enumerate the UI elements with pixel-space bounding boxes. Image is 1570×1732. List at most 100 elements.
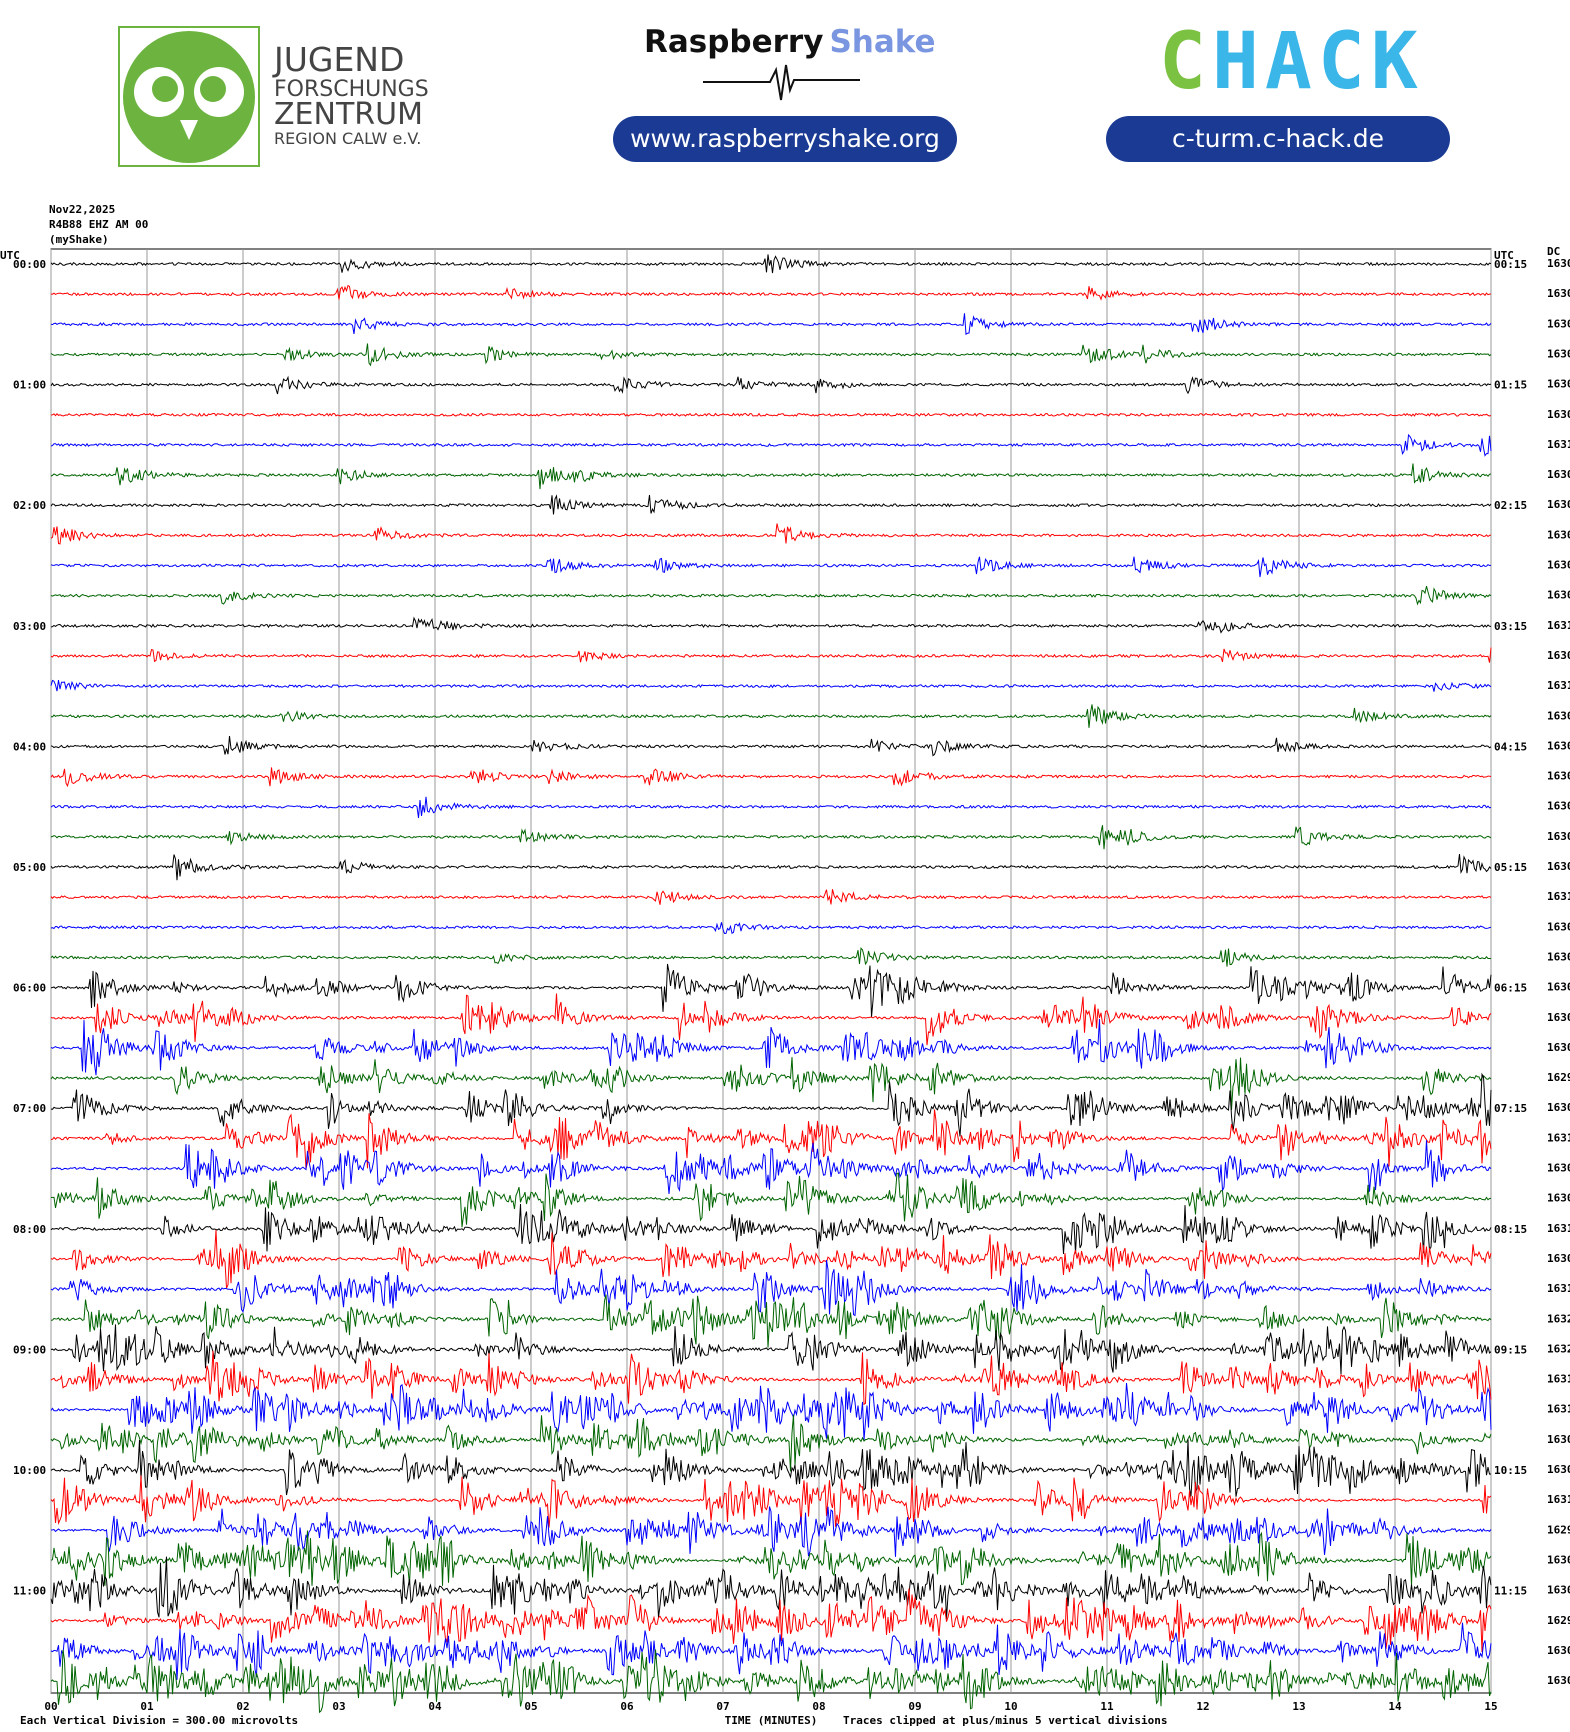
trace bbox=[50, 433, 1492, 457]
url-pill bbox=[613, 116, 957, 162]
x-tick-label: 01 bbox=[140, 1700, 154, 1713]
trace bbox=[50, 1530, 1492, 1587]
dc-value: 16301 bbox=[1547, 1101, 1570, 1114]
trace bbox=[50, 1172, 1492, 1228]
dc-value: 16310 bbox=[1547, 619, 1570, 632]
dc-value: 16311 bbox=[1547, 1222, 1570, 1235]
row-label: 02:15 bbox=[1494, 499, 1527, 512]
trace bbox=[50, 1229, 1492, 1289]
trace bbox=[50, 284, 1492, 301]
url: c-turm.c-hack.de bbox=[1172, 124, 1384, 153]
dc-value: 16309 bbox=[1547, 317, 1570, 330]
trace bbox=[50, 494, 1492, 515]
row-label: 03:15 bbox=[1494, 620, 1527, 633]
trace bbox=[50, 647, 1492, 663]
row-label: 07:00 bbox=[13, 1102, 46, 1115]
dc-value: 16310 bbox=[1547, 1282, 1570, 1295]
logo-text: ZENTRUM bbox=[274, 97, 423, 132]
trace bbox=[50, 767, 1492, 788]
row-label: 05:15 bbox=[1494, 861, 1527, 874]
axis-title: UTC bbox=[1494, 249, 1514, 262]
dc-value: 16309 bbox=[1547, 739, 1570, 752]
dc-value: 16305 bbox=[1547, 860, 1570, 873]
row-label: 11:00 bbox=[13, 1585, 46, 1598]
trace bbox=[50, 1382, 1492, 1441]
trace bbox=[50, 523, 1492, 545]
trace bbox=[50, 1439, 1492, 1497]
x-tick-label: 03 bbox=[332, 1700, 345, 1713]
x-tick-label: 11 bbox=[1100, 1700, 1114, 1713]
dc-value: 16303 bbox=[1547, 950, 1570, 963]
trace bbox=[50, 463, 1492, 490]
dc-value: 16306 bbox=[1547, 378, 1570, 391]
dc-value: 16309 bbox=[1547, 1011, 1570, 1024]
row-label: 11:15 bbox=[1494, 1585, 1527, 1598]
logo-word: Shake bbox=[829, 24, 935, 60]
logo-left bbox=[118, 26, 260, 167]
x-tick-label: 08 bbox=[812, 1700, 825, 1713]
logo-word: C bbox=[1159, 17, 1212, 107]
x-tick-label: 10 bbox=[1004, 1700, 1017, 1713]
plot-frame bbox=[50, 248, 1492, 1694]
trace bbox=[50, 375, 1492, 395]
dc-value: 16308 bbox=[1547, 709, 1570, 722]
dc-value: 16308 bbox=[1547, 257, 1570, 270]
trace bbox=[50, 963, 1492, 1018]
trace bbox=[50, 922, 1492, 935]
dc-value: 16306 bbox=[1547, 649, 1570, 662]
axis-title: UTC bbox=[0, 249, 20, 262]
dc-value: 16308 bbox=[1547, 800, 1570, 813]
date: Nov22,2025 bbox=[49, 203, 115, 216]
dc-value: 16309 bbox=[1547, 408, 1570, 421]
logo-word: HACK bbox=[1212, 17, 1424, 107]
url-pill bbox=[1106, 116, 1450, 162]
row-label: 00:00 bbox=[13, 258, 46, 271]
dc-value: 16307 bbox=[1547, 1584, 1570, 1597]
dc-value: 16307 bbox=[1547, 559, 1570, 572]
dc-value: 16313 bbox=[1547, 1131, 1570, 1144]
trace bbox=[50, 1057, 1492, 1111]
dc-value: 16308 bbox=[1547, 770, 1570, 783]
station: R4B88 EHZ AM 00 bbox=[49, 218, 148, 231]
x-tick-label: 09 bbox=[908, 1700, 921, 1713]
dc-value: 16299 bbox=[1547, 1614, 1570, 1627]
trace bbox=[50, 1649, 1492, 1714]
row-label: 04:00 bbox=[13, 740, 46, 753]
x-tick-label: 12 bbox=[1196, 1700, 1209, 1713]
trace bbox=[50, 556, 1492, 578]
row-label: 10:00 bbox=[13, 1464, 46, 1477]
row-label: 06:15 bbox=[1494, 982, 1527, 995]
dc-value: 16303 bbox=[1547, 1644, 1570, 1657]
dc-value: 16310 bbox=[1547, 1373, 1570, 1386]
trace bbox=[50, 854, 1492, 881]
logo-text: JUGEND bbox=[272, 40, 404, 79]
dc-value: 16306 bbox=[1547, 1041, 1570, 1054]
row-label: 07:15 bbox=[1494, 1102, 1527, 1115]
dc-value: 16308 bbox=[1547, 589, 1570, 602]
source: (myShake) bbox=[49, 233, 109, 246]
dc-value: 16309 bbox=[1547, 347, 1570, 360]
trace bbox=[50, 993, 1492, 1046]
trace bbox=[50, 254, 1492, 274]
row-label: 09:00 bbox=[13, 1343, 46, 1356]
x-tick-label: 02 bbox=[236, 1700, 249, 1713]
dc-value: 16325 bbox=[1547, 1342, 1570, 1355]
trace bbox=[50, 1018, 1492, 1076]
trace bbox=[50, 313, 1492, 336]
dc-value: 16303 bbox=[1547, 1553, 1570, 1566]
x-tick-label: 14 bbox=[1388, 1700, 1402, 1713]
dc-value: 16306 bbox=[1547, 468, 1570, 481]
row-label: 02:00 bbox=[13, 499, 46, 512]
dc-value: 16304 bbox=[1547, 1433, 1570, 1446]
trace bbox=[50, 616, 1492, 634]
trace bbox=[50, 1414, 1492, 1472]
dc-value: 16306 bbox=[1547, 1463, 1570, 1476]
dc-value: 16307 bbox=[1547, 1252, 1570, 1265]
trace bbox=[50, 889, 1492, 905]
x-tick-label: 04 bbox=[428, 1700, 442, 1713]
trace bbox=[50, 1324, 1492, 1375]
trace bbox=[50, 796, 1492, 819]
trace bbox=[50, 585, 1492, 606]
dc-title: DC bbox=[1547, 245, 1560, 258]
